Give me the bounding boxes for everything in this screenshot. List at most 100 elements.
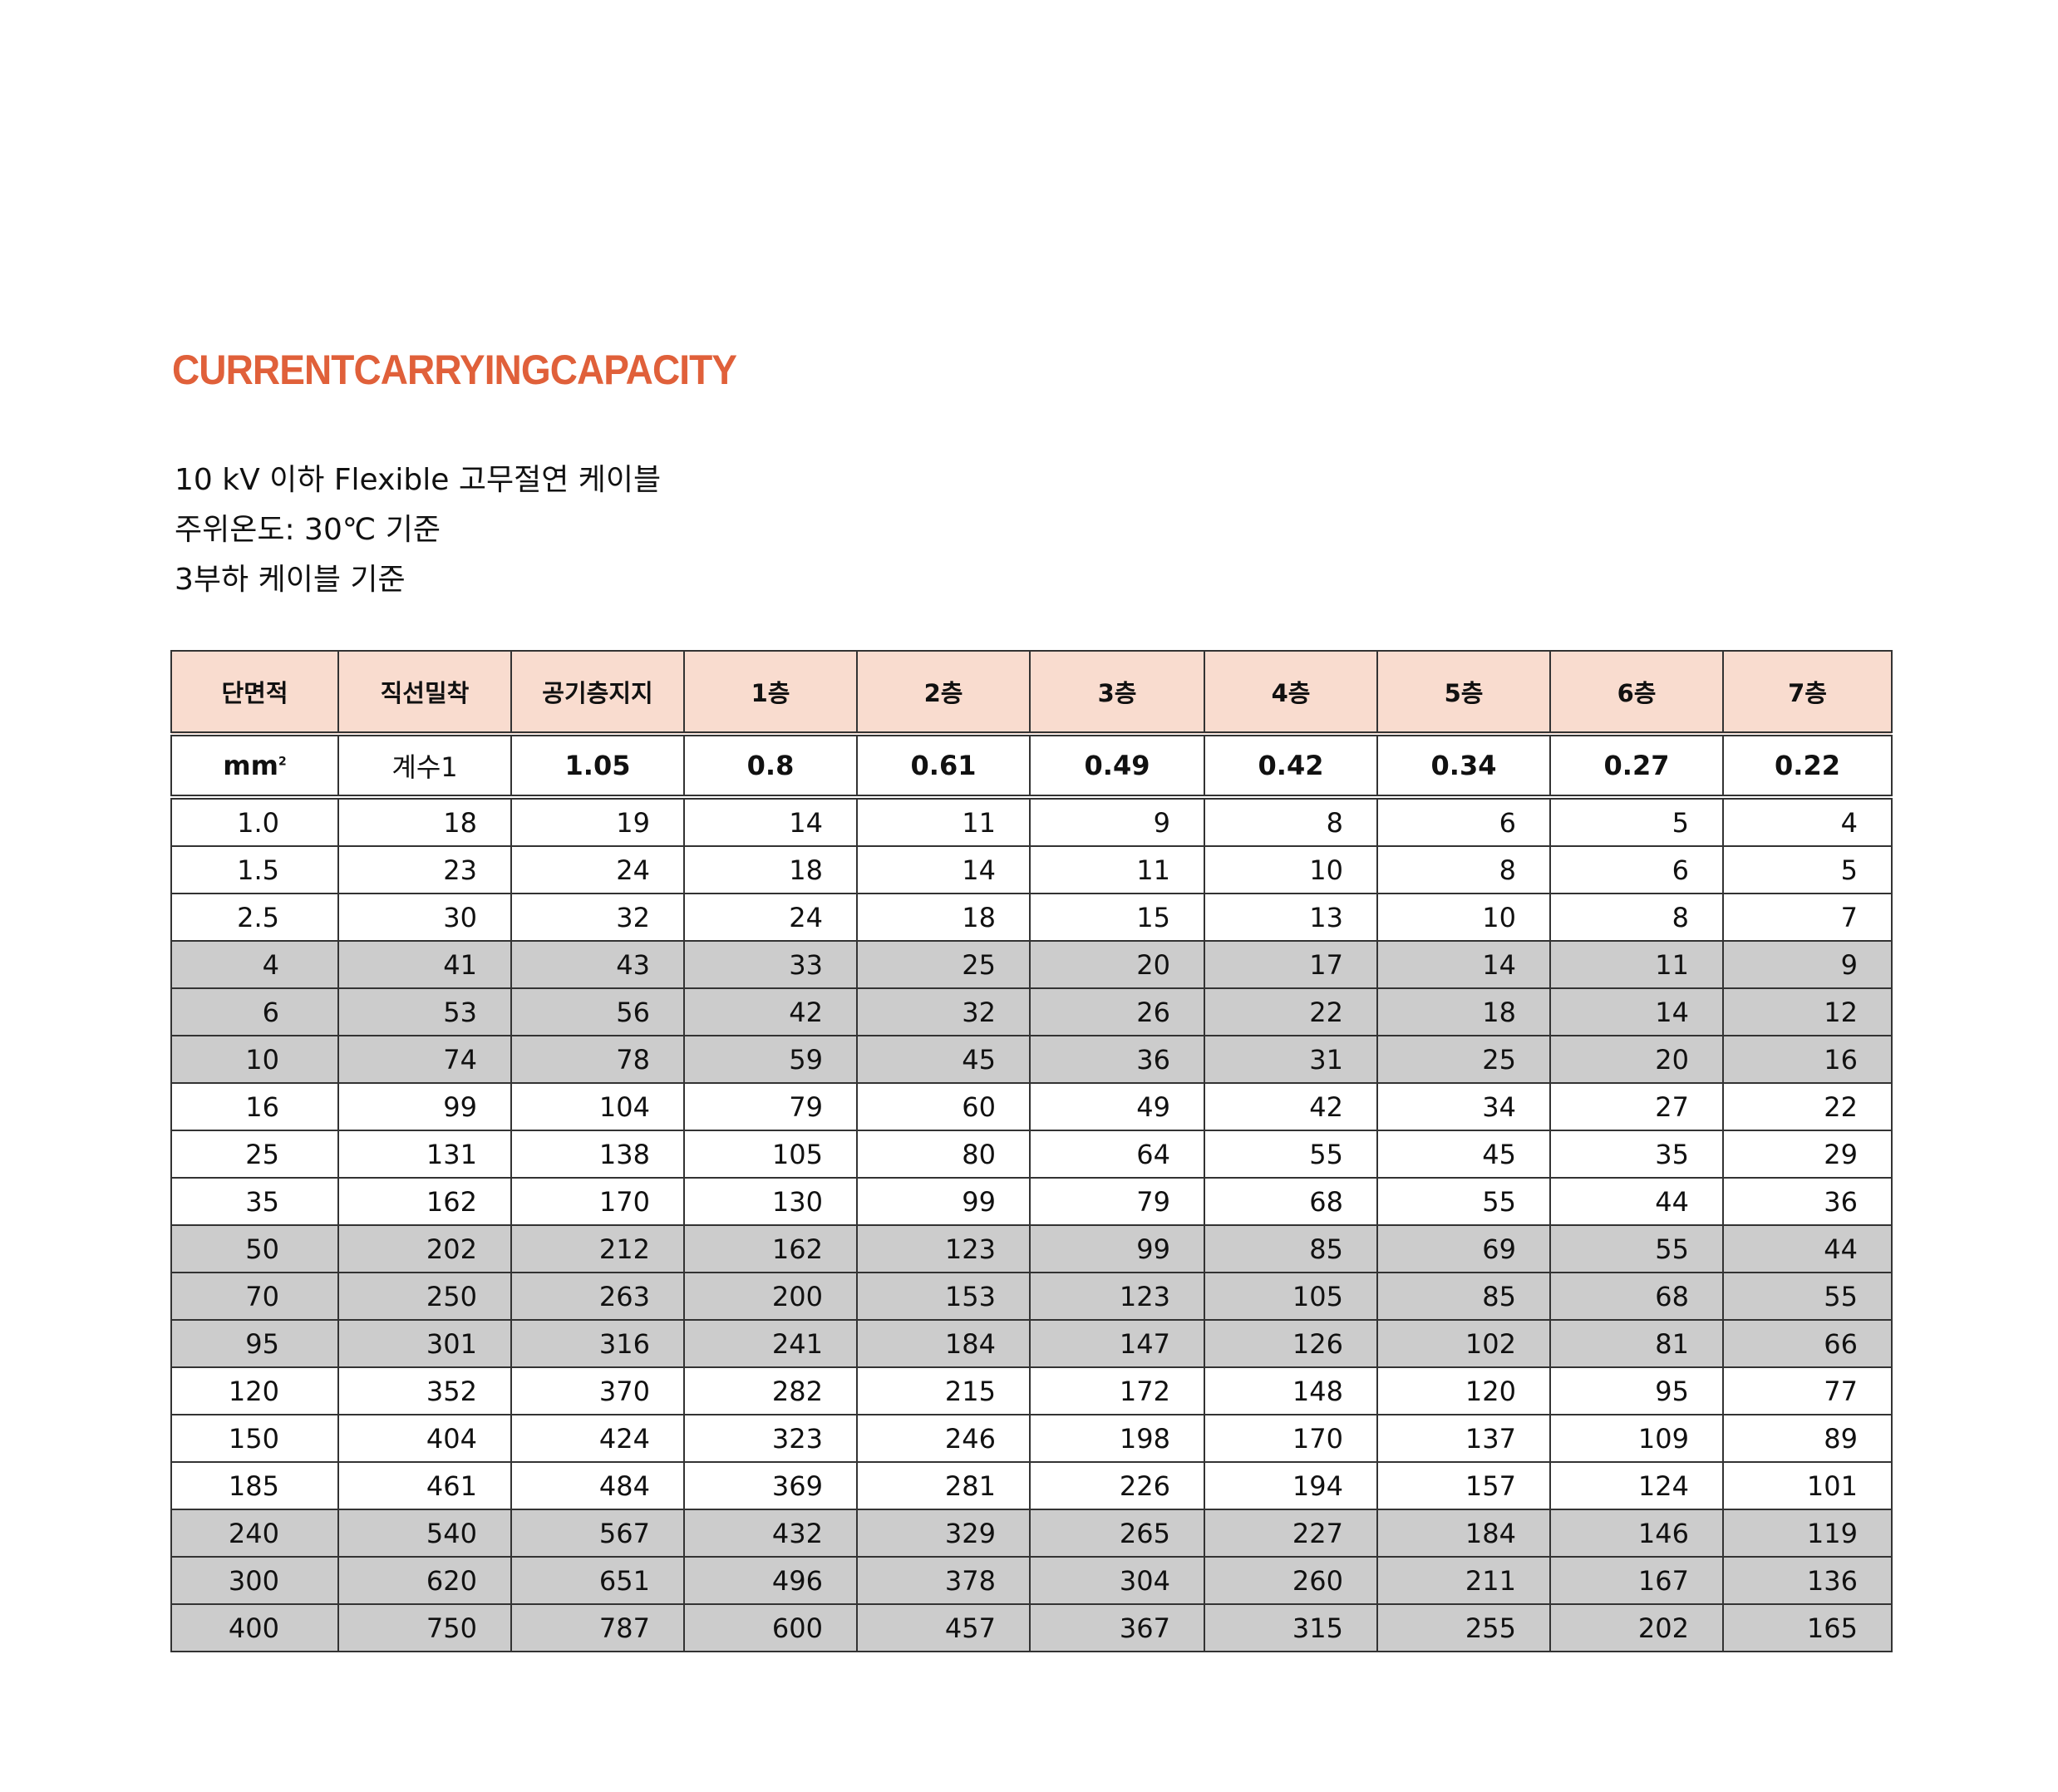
capacity-cell: 31: [1204, 1035, 1378, 1084]
capacity-cell: 13: [1204, 893, 1378, 942]
cross-section-cell: 240: [170, 1509, 339, 1558]
capacity-cell: 138: [510, 1130, 685, 1179]
capacity-cell: 250: [337, 1272, 512, 1321]
capacity-cell: 369: [683, 1461, 858, 1510]
capacity-cell: 9: [1722, 940, 1893, 989]
capacity-cell: 22: [1204, 987, 1378, 1036]
capacity-cell: 123: [1029, 1272, 1205, 1321]
capacity-cell: 27: [1549, 1082, 1724, 1131]
table-row: 300 620 651 496 378 304 260 211 167 136: [170, 1556, 1893, 1605]
capacity-cell: 184: [1376, 1509, 1551, 1558]
capacity-cell: 99: [337, 1082, 512, 1131]
capacity-cell: 109: [1549, 1414, 1724, 1463]
capacity-cell: 6: [1549, 845, 1724, 894]
capacity-cell: 146: [1549, 1509, 1724, 1558]
table-row: 4 41 43 33 25 20 17 14 11 9: [170, 940, 1893, 989]
capacity-cell: 19: [510, 796, 685, 847]
capacity-cell: 153: [856, 1272, 1031, 1321]
table-row: 50 202 212 162 123 99 85 69 55 44: [170, 1224, 1893, 1273]
capacity-cell: 130: [683, 1177, 858, 1226]
coef-cell: 0.22: [1722, 731, 1893, 800]
capacity-cell: 80: [856, 1130, 1031, 1179]
capacity-cell: 5: [1722, 845, 1893, 894]
capacity-cell: 227: [1204, 1509, 1378, 1558]
capacity-cell: 18: [337, 796, 512, 847]
table-row: 35 162 170 130 99 79 68 55 44 36: [170, 1177, 1893, 1226]
capacity-cell: 44: [1549, 1177, 1724, 1226]
capacity-cell: 162: [337, 1177, 512, 1226]
cross-section-cell: 1.0: [170, 796, 339, 847]
capacity-table: 단면적 직선밀착 공기층지지 1층 2층 3층 4층 5층 6층 7층 mm2 계수1 1.05 …: [170, 650, 1893, 1652]
column-header: 단면적: [170, 650, 339, 735]
cross-section-cell: 10: [170, 1035, 339, 1084]
table-row: 1.5 23 24 18 14 11 10 8 6 5: [170, 845, 1893, 894]
capacity-cell: 59: [683, 1035, 858, 1084]
coef-cell: 0.49: [1029, 731, 1205, 800]
capacity-cell: 198: [1029, 1414, 1205, 1463]
capacity-cell: 184: [856, 1319, 1031, 1368]
capacity-cell: 215: [856, 1366, 1031, 1415]
coef-cell: 0.42: [1204, 731, 1378, 800]
capacity-cell: 432: [683, 1509, 858, 1558]
cross-section-cell: 16: [170, 1082, 339, 1131]
capacity-cell: 6: [1376, 796, 1551, 847]
capacity-cell: 10: [1376, 893, 1551, 942]
capacity-cell: 211: [1376, 1556, 1551, 1605]
coef-cell: 0.8: [683, 731, 858, 800]
coef-cell: 1.05: [510, 731, 685, 800]
capacity-cell: 24: [510, 845, 685, 894]
table-row: 16 99 104 79 60 49 42 34 27 22: [170, 1082, 1893, 1131]
capacity-cell: 194: [1204, 1461, 1378, 1510]
capacity-cell: 378: [856, 1556, 1031, 1605]
capacity-cell: 20: [1549, 1035, 1724, 1084]
capacity-cell: 14: [1549, 987, 1724, 1036]
capacity-cell: 18: [856, 893, 1031, 942]
coef-cell: 0.27: [1549, 731, 1724, 800]
capacity-cell: 200: [683, 1272, 858, 1321]
capacity-cell: 36: [1722, 1177, 1893, 1226]
capacity-cell: 23: [337, 845, 512, 894]
capacity-cell: 78: [510, 1035, 685, 1084]
capacity-cell: 120: [1376, 1366, 1551, 1415]
capacity-cell: 11: [1029, 845, 1205, 894]
capacity-cell: 17: [1204, 940, 1378, 989]
capacity-cell: 367: [1029, 1603, 1205, 1652]
capacity-cell: 265: [1029, 1509, 1205, 1558]
capacity-cell: 123: [856, 1224, 1031, 1273]
capacity-cell: 260: [1204, 1556, 1378, 1605]
column-header: 7층: [1722, 650, 1893, 735]
capacity-cell: 4: [1722, 796, 1893, 847]
capacity-cell: 89: [1722, 1414, 1893, 1463]
subtitle-load: 3부하 케이블 기준: [175, 563, 406, 597]
capacity-cell: 56: [510, 987, 685, 1036]
column-header: 4층: [1204, 650, 1378, 735]
column-header: 1층: [683, 650, 858, 735]
capacity-cell: 14: [1376, 940, 1551, 989]
capacity-cell: 10: [1204, 845, 1378, 894]
capacity-cell: 32: [856, 987, 1031, 1036]
capacity-cell: 99: [1029, 1224, 1205, 1273]
column-header: 직선밀착: [337, 650, 512, 735]
capacity-cell: 26: [1029, 987, 1205, 1036]
capacity-cell: 352: [337, 1366, 512, 1415]
capacity-cell: 81: [1549, 1319, 1724, 1368]
capacity-cell: 147: [1029, 1319, 1205, 1368]
capacity-cell: 567: [510, 1509, 685, 1558]
capacity-cell: 77: [1722, 1366, 1893, 1415]
capacity-cell: 11: [856, 796, 1031, 847]
capacity-cell: 540: [337, 1509, 512, 1558]
capacity-cell: 74: [337, 1035, 512, 1084]
capacity-cell: 172: [1029, 1366, 1205, 1415]
capacity-cell: 170: [510, 1177, 685, 1226]
capacity-cell: 787: [510, 1603, 685, 1652]
capacity-cell: 79: [1029, 1177, 1205, 1226]
table-row: 2.5 30 32 24 18 15 13 10 8 7: [170, 893, 1893, 942]
cross-section-cell: 70: [170, 1272, 339, 1321]
capacity-cell: 41: [337, 940, 512, 989]
capacity-cell: 101: [1722, 1461, 1893, 1510]
cross-section-cell: 4: [170, 940, 339, 989]
capacity-cell: 32: [510, 893, 685, 942]
unit-cell: mm2: [170, 731, 339, 800]
capacity-cell: 282: [683, 1366, 858, 1415]
coefficient-row: mm2 계수1 1.05 0.8 0.61 0.49 0.42 0.34 0.2…: [170, 731, 1893, 800]
